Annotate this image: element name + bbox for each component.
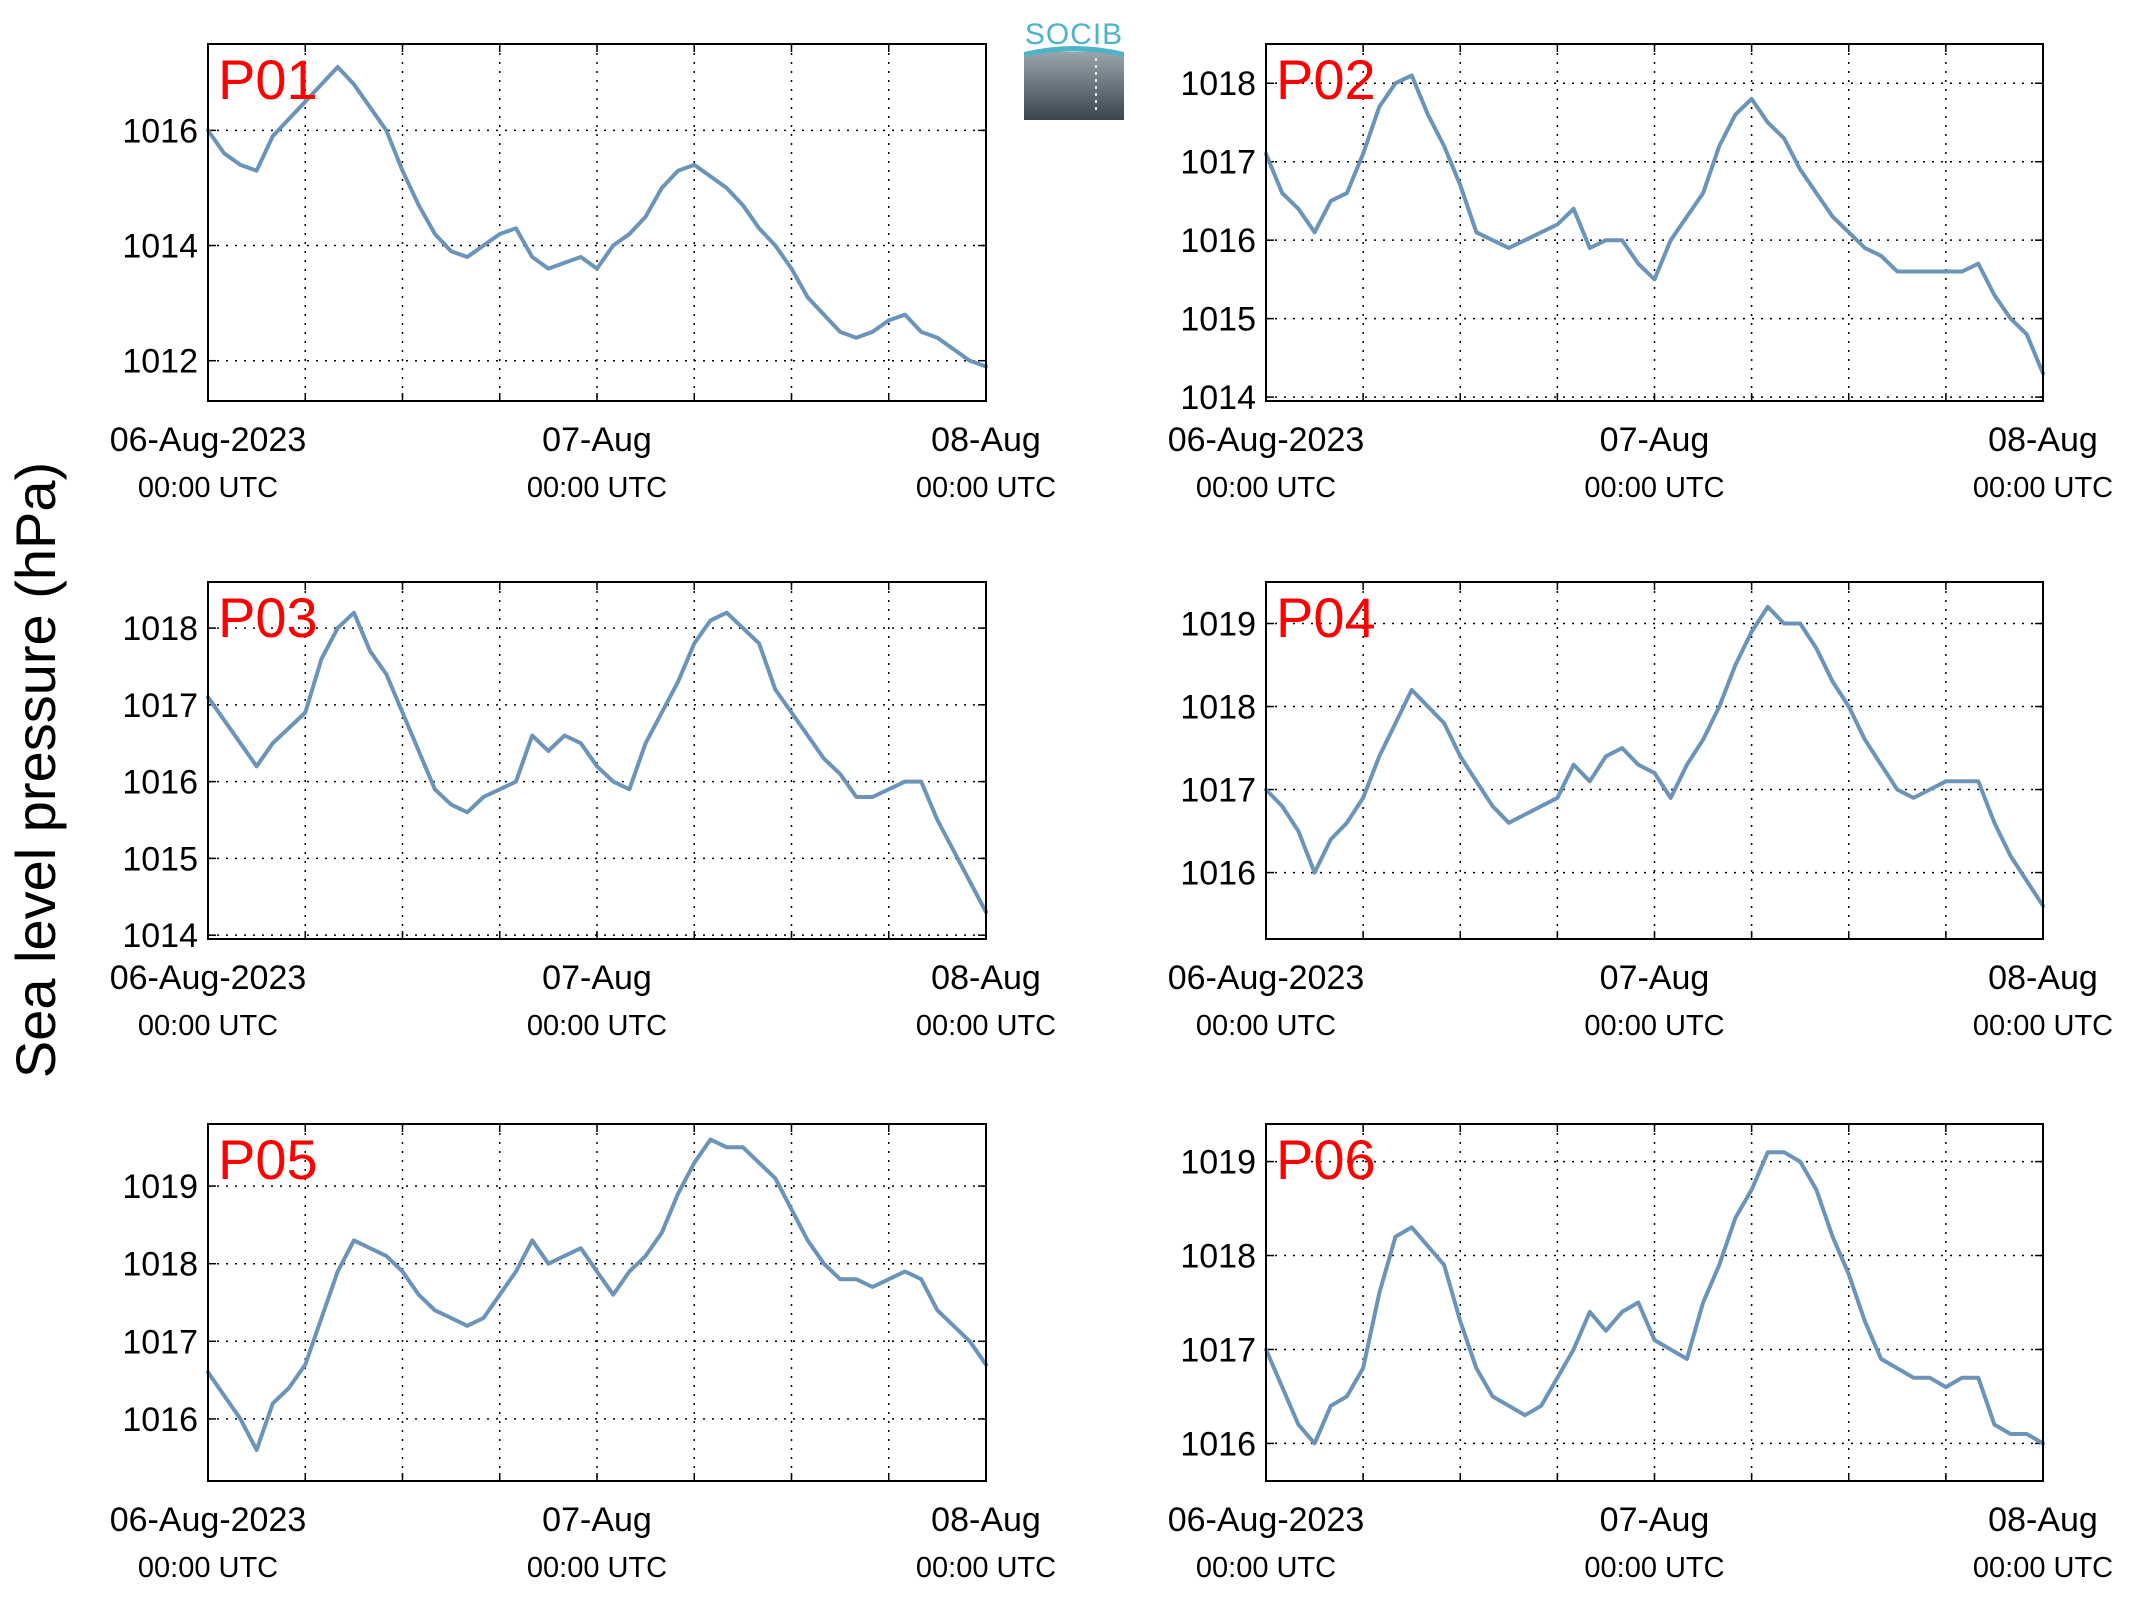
- panel-label: P05: [218, 1128, 318, 1191]
- panel-p05: 1016 1017 1018 1019 P05 06-Aug-2023 00:00 UTC 0…: [110, 1123, 1056, 1584]
- x-tick-label-time: 00:00 UTC: [1973, 472, 2113, 504]
- y-tick-label: 1018: [1180, 1238, 1256, 1276]
- y-tick-label: 1015: [1180, 301, 1256, 339]
- panel-p06: 1016 1017 1018 1019 P06 06-Aug-2023 00:00 UTC 0…: [1168, 1123, 2113, 1584]
- y-tick-label: 1014: [122, 917, 198, 955]
- y-tick-label: 1018: [1180, 689, 1256, 727]
- y-tick-label: 1017: [1180, 1331, 1256, 1369]
- x-tick-label-time: 00:00 UTC: [138, 1010, 278, 1042]
- socib-logo: SOCIB: [1024, 18, 1124, 120]
- series-line-p06: [1264, 1150, 2045, 1446]
- y-tick-label: 1019: [1180, 606, 1256, 644]
- x-tick-label-date: 08-Aug: [931, 959, 1041, 997]
- x-tick-label-time: 00:00 UTC: [1196, 1010, 1336, 1042]
- axes-frame: [1265, 43, 2044, 402]
- series-line-p05: [206, 1137, 988, 1452]
- y-tick-label: 1017: [1180, 772, 1256, 810]
- x-tick-label-time: 00:00 UTC: [1584, 472, 1724, 504]
- y-tick-label: 1017: [122, 1323, 198, 1361]
- x-tick-label-date: 08-Aug: [1988, 421, 2098, 459]
- y-tick-label: 1017: [122, 687, 198, 725]
- x-tick-label-date: 07-Aug: [1600, 421, 1710, 459]
- y-tick-label: 1019: [122, 1168, 198, 1206]
- axes-frame: [1265, 1123, 2044, 1482]
- x-tick-label-date: 07-Aug: [542, 959, 652, 997]
- x-tick-label-time: 00:00 UTC: [916, 472, 1056, 504]
- y-tick-label: 1016: [122, 764, 198, 802]
- y-tick-label: 1016: [1180, 1425, 1256, 1463]
- x-tick-label-date: 07-Aug: [542, 421, 652, 459]
- x-tick-label-date: 08-Aug: [931, 421, 1041, 459]
- y-tick-label: 1018: [122, 1246, 198, 1284]
- x-tick-label-time: 00:00 UTC: [527, 472, 667, 504]
- axes-frame: [207, 581, 987, 940]
- series-line-p01: [206, 65, 988, 369]
- x-tick-label-time: 00:00 UTC: [1196, 472, 1336, 504]
- x-tick-label-date: 06-Aug-2023: [110, 959, 307, 997]
- panel-p03: 1014 1015 1016 1017 1018 P03 06-Aug-2023 00:00 …: [110, 581, 1056, 1042]
- y-tick-label: 1017: [1180, 144, 1256, 182]
- x-tick-label-time: 00:00 UTC: [1584, 1552, 1724, 1584]
- x-tick-label-date: 06-Aug-2023: [1168, 959, 1365, 997]
- y-tick-label: 1014: [1180, 379, 1256, 417]
- panel-label: P01: [218, 48, 318, 111]
- x-tick-label-time: 00:00 UTC: [138, 1552, 278, 1584]
- series-line-p04: [1264, 604, 2045, 908]
- y-tick-label: 1016: [122, 1401, 198, 1439]
- y-axis-label: Sea level pressure (hPa): [4, 462, 67, 1078]
- y-tick-label: 1015: [122, 840, 198, 878]
- y-tick-label: 1012: [122, 343, 198, 381]
- x-tick-label-date: 06-Aug-2023: [110, 421, 307, 459]
- panel-p01: 1012 1014 1016 P01 06-Aug-2023 00:00 UTC 07-Au…: [110, 43, 1056, 504]
- y-tick-label: 1018: [122, 610, 198, 648]
- x-tick-label-time: 00:00 UTC: [1973, 1010, 2113, 1042]
- panels-container: 1012 1014 1016 P01 06-Aug-2023 00:00 UTC 07-Au…: [110, 43, 2113, 1584]
- y-tick-label: 1016: [122, 112, 198, 150]
- y-tick-label: 1014: [122, 228, 198, 266]
- panel-p04: 1016 1017 1018 1019 P04 06-Aug-2023 00:00 UTC 0…: [1168, 581, 2113, 1042]
- axes-frame: [207, 43, 987, 402]
- panel-label: P03: [218, 586, 318, 649]
- y-tick-label: 1016: [1180, 855, 1256, 893]
- panel-label: P02: [1276, 48, 1376, 111]
- x-tick-label-date: 08-Aug: [931, 1501, 1041, 1539]
- x-tick-label-time: 00:00 UTC: [916, 1010, 1056, 1042]
- x-tick-label-date: 08-Aug: [1988, 959, 2098, 997]
- series-line-p03: [206, 610, 988, 915]
- x-tick-label-time: 00:00 UTC: [1196, 1552, 1336, 1584]
- x-tick-label-date: 06-Aug-2023: [1168, 421, 1365, 459]
- logo-text: SOCIB: [1025, 18, 1123, 51]
- x-tick-label-date: 07-Aug: [1600, 959, 1710, 997]
- x-tick-label-time: 00:00 UTC: [1584, 1010, 1724, 1042]
- y-tick-label: 1019: [1180, 1144, 1256, 1182]
- panel-p02: 1014 1015 1016 1017 1018 P02 06-Aug-2023 00:00 …: [1168, 43, 2113, 504]
- x-tick-label-date: 07-Aug: [542, 1501, 652, 1539]
- panel-label: P06: [1276, 1128, 1376, 1191]
- panel-label: P04: [1276, 586, 1376, 649]
- y-tick-label: 1018: [1180, 65, 1256, 103]
- x-tick-label-time: 00:00 UTC: [1973, 1552, 2113, 1584]
- x-tick-label-date: 06-Aug-2023: [110, 1501, 307, 1539]
- x-tick-label-date: 07-Aug: [1600, 1501, 1710, 1539]
- x-tick-label-date: 06-Aug-2023: [1168, 1501, 1365, 1539]
- axes-frame: [207, 1123, 987, 1482]
- y-tick-label: 1016: [1180, 222, 1256, 260]
- series-line-p02: [1264, 73, 2045, 376]
- x-tick-label-time: 00:00 UTC: [138, 472, 278, 504]
- x-tick-label-date: 08-Aug: [1988, 1501, 2098, 1539]
- axes-frame: [1265, 581, 2044, 940]
- x-tick-label-time: 00:00 UTC: [527, 1010, 667, 1042]
- x-tick-label-time: 00:00 UTC: [916, 1552, 1056, 1584]
- x-tick-label-time: 00:00 UTC: [527, 1552, 667, 1584]
